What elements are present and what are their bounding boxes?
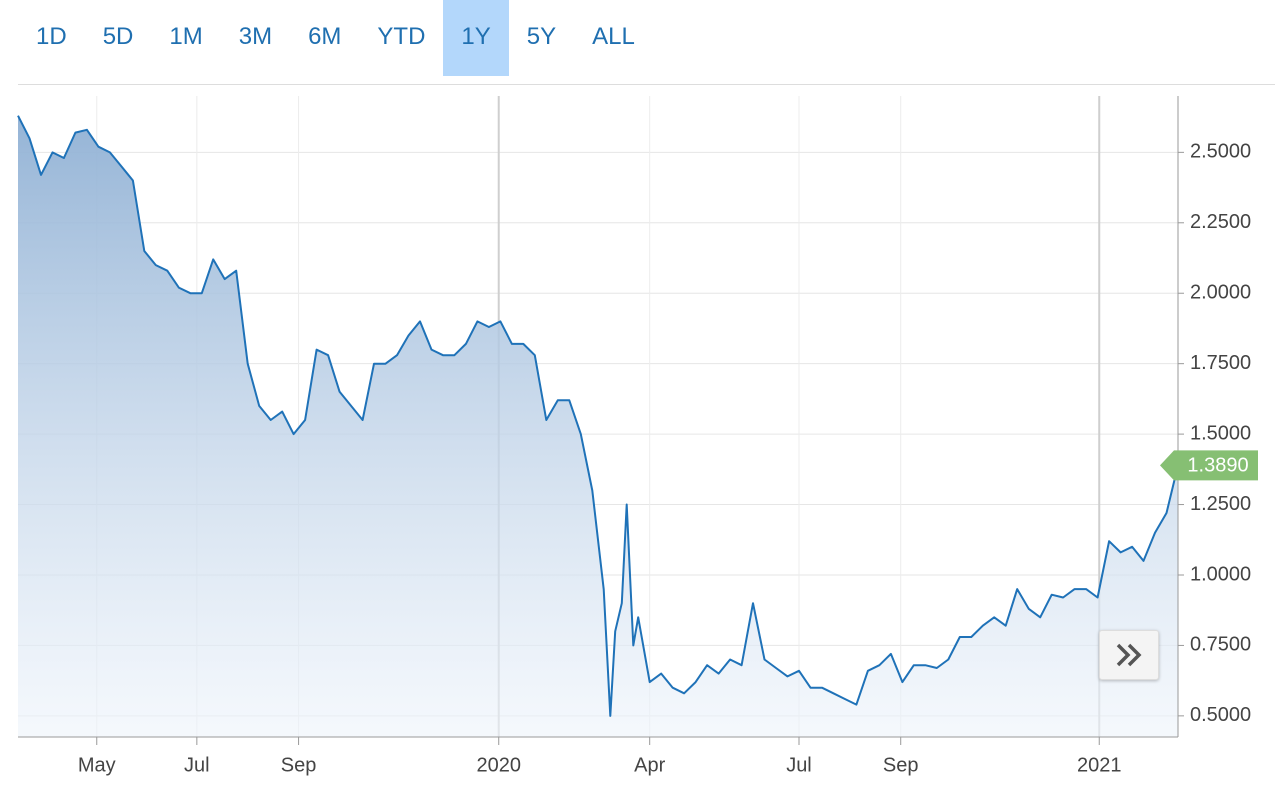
y-tick-label: 0.7500 (1190, 634, 1251, 656)
separator (18, 84, 1275, 85)
y-tick-label: 1.2500 (1190, 493, 1251, 515)
area-fill (18, 115, 1178, 737)
range-button[interactable]: 1M (169, 23, 203, 50)
y-tick-label: 1.0000 (1190, 563, 1251, 585)
range-button[interactable]: 5Y (526, 23, 557, 50)
x-tick-label: May (78, 754, 116, 776)
last-price-label: 1.3890 (1187, 455, 1248, 477)
range-button[interactable]: 6M (308, 23, 342, 50)
x-tick-label: 2020 (476, 754, 521, 776)
range-button[interactable]: 1Y (443, 0, 509, 76)
range-button[interactable]: 1D (36, 23, 67, 50)
y-tick-label: 2.2500 (1190, 211, 1251, 233)
y-tick-label: 0.5000 (1190, 704, 1251, 726)
x-tick-label: Jul (786, 754, 812, 776)
y-tick-label: 2.5000 (1190, 141, 1251, 163)
price-line (17, 115, 1179, 717)
y-tick-label: 1.5000 (1190, 422, 1251, 444)
range-button[interactable]: ALL (592, 23, 635, 50)
range-selector: 1D 5D 1M 3M 6M YTD 1Y 5Y ALL (18, 0, 653, 76)
scroll-icon (1116, 643, 1142, 667)
last-price-badge (1160, 450, 1258, 481)
y-tick-label: 1.7500 (1190, 352, 1251, 374)
x-tick-label: Sep (883, 754, 919, 776)
x-tick-label: Apr (634, 754, 665, 776)
y-tick-label: 2.0000 (1190, 282, 1251, 304)
x-tick-label: 2021 (1077, 754, 1122, 776)
range-button[interactable]: 5D (102, 23, 134, 50)
x-tick-label: Sep (281, 754, 317, 776)
scroll-button[interactable] (1099, 630, 1159, 680)
x-tick-label: Jul (184, 754, 210, 776)
range-button[interactable]: YTD (377, 23, 426, 50)
range-button[interactable]: 3M (238, 23, 273, 50)
